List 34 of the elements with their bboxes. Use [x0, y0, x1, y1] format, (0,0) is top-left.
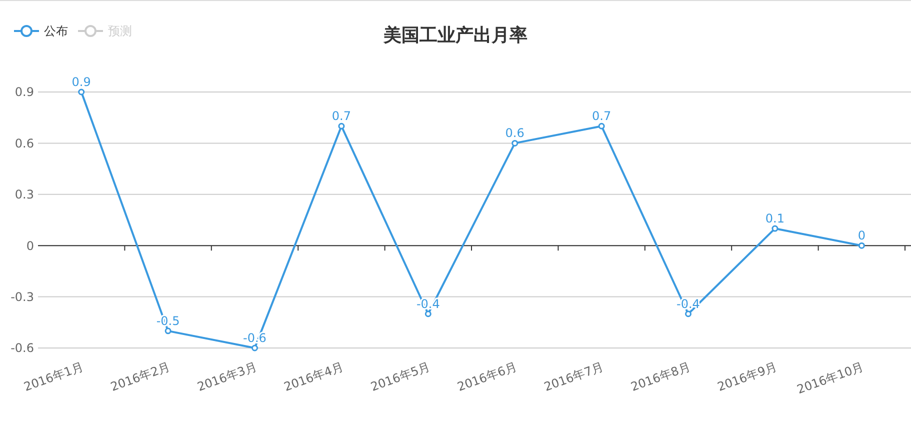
legend-label: 公布	[44, 24, 68, 38]
y-tick-label: 0.9	[14, 85, 34, 100]
y-tick-label: -0.3	[10, 290, 34, 304]
x-tick-label: 2016年9月	[716, 360, 779, 394]
x-tick-label: 2016年3月	[195, 360, 259, 394]
x-tick-label: 2016年7月	[542, 360, 606, 394]
x-tick-label: 2016年4月	[282, 360, 346, 394]
data-label: 0.9	[72, 75, 91, 89]
point	[252, 344, 258, 352]
y-tick-label: 0	[26, 238, 34, 253]
point	[164, 328, 172, 334]
x-tick-label: 2016年2月	[108, 360, 172, 394]
x-tick-label: 2016年5月	[368, 360, 432, 394]
data-label: 0.7	[592, 109, 612, 124]
point	[858, 242, 865, 249]
y-tick-label: 0.3	[14, 188, 34, 202]
point	[78, 88, 85, 96]
point	[598, 122, 605, 130]
data-label: 0.7	[332, 109, 351, 124]
y-tick-label: -0.6	[10, 341, 34, 356]
point	[424, 310, 432, 318]
x-tick-label: 2016年6月	[456, 360, 519, 394]
data-label: 0	[858, 228, 866, 243]
x-tick-label: 2016年10月	[795, 360, 866, 397]
point	[338, 122, 345, 130]
point	[512, 140, 518, 146]
x-tick-label: 2016年1月	[22, 360, 86, 394]
y-tick-label: 0.6	[14, 136, 34, 150]
data-label: 0.6	[505, 126, 524, 140]
x-tick-label: 2016年8月	[628, 360, 692, 394]
point	[772, 225, 778, 232]
data-label: 0.1	[765, 212, 784, 226]
point	[685, 310, 692, 318]
chart-title: 美国工业产出月率	[382, 25, 528, 46]
